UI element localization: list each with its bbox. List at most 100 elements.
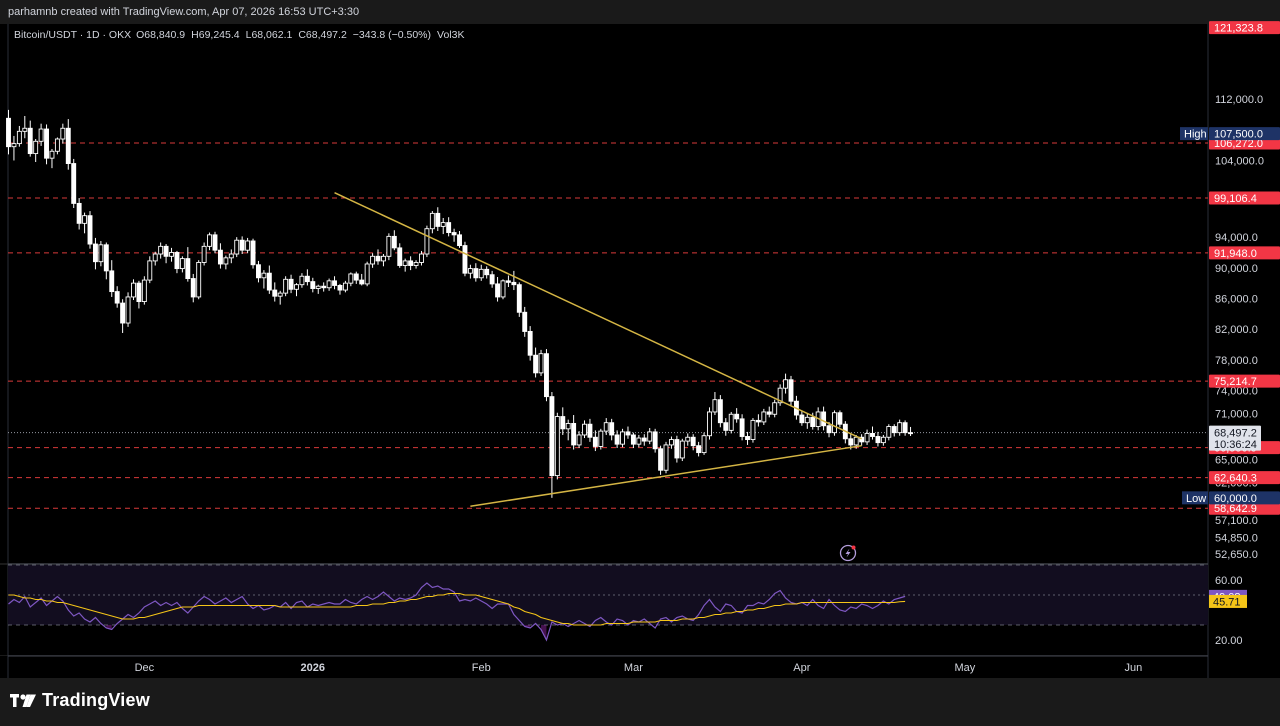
candle-body — [239, 239, 245, 251]
candle-body — [696, 445, 702, 454]
candle-body — [256, 264, 261, 279]
candle-body — [489, 274, 495, 285]
candle — [87, 211, 93, 249]
candle-body — [446, 222, 452, 233]
candle — [609, 418, 615, 441]
candle — [71, 158, 77, 209]
candle-body — [897, 422, 903, 434]
candle-body — [245, 240, 251, 251]
candle-body — [745, 436, 750, 441]
candle-body — [38, 128, 44, 142]
candle-body — [114, 291, 120, 304]
candle — [277, 290, 283, 305]
candle-body — [598, 430, 604, 447]
candle-body — [663, 444, 669, 471]
price-tick-label: 78,000.0 — [1215, 355, 1258, 367]
low-tag-bg — [1182, 491, 1208, 505]
candle — [332, 276, 337, 290]
candle-body — [71, 163, 77, 204]
candle-body — [565, 423, 571, 430]
candle — [745, 431, 750, 445]
candle — [701, 432, 707, 455]
candle — [636, 434, 642, 448]
ohlc-legend: Bitcoin/USDT · 1D · OKX O68,840.9 H69,245.… — [14, 29, 464, 41]
candle-body — [386, 235, 392, 257]
candle — [870, 426, 875, 440]
chart-svg[interactable]: 112,000.0 104,000.0 94,000.0 90,000.0 86,000… — [0, 0, 1280, 678]
price-tick-label: 54,850.0 — [1215, 532, 1258, 544]
candle-body — [22, 127, 28, 132]
candle — [304, 269, 310, 286]
candle-body — [685, 436, 691, 442]
candle — [668, 436, 674, 449]
time-tick-label: Mar — [624, 662, 643, 674]
candle — [11, 135, 17, 161]
candle-body — [158, 245, 164, 255]
candle-body — [223, 257, 229, 265]
candle-body — [272, 289, 278, 297]
candle — [163, 244, 169, 264]
candle-body — [723, 422, 729, 431]
candle-body — [761, 411, 767, 423]
tradingview-brand[interactable]: TradingView — [10, 690, 150, 711]
candles — [6, 109, 913, 498]
candle — [658, 445, 664, 475]
candle — [136, 280, 142, 309]
candle — [679, 438, 685, 462]
last-price-label: 68,497.2 — [1214, 428, 1257, 440]
candle — [478, 264, 484, 281]
candle — [587, 418, 593, 442]
candle-body — [169, 252, 174, 257]
candle-body — [576, 434, 582, 446]
candle-body — [821, 411, 827, 427]
candle — [690, 434, 696, 451]
candle — [489, 270, 495, 288]
candle — [185, 247, 191, 282]
rsi-ma-value-tag-bg — [1209, 594, 1247, 608]
level-tag: 58,642.9 — [1209, 501, 1280, 515]
level-tag-bg — [1209, 191, 1280, 205]
candle-body — [592, 436, 598, 447]
candle-body — [419, 253, 424, 263]
time-axis: Dec 2026 Feb Mar Apr May Jun — [135, 662, 1143, 674]
candle-body — [152, 253, 158, 262]
candle-body — [777, 387, 783, 404]
candle — [821, 406, 827, 431]
candle-body — [462, 245, 468, 274]
candle-body — [478, 268, 484, 279]
candle-body — [315, 285, 321, 289]
candle-body — [16, 130, 22, 145]
candle-body — [826, 425, 832, 434]
candle — [38, 123, 44, 146]
candle — [571, 415, 577, 450]
candle-body — [837, 412, 843, 425]
candle — [114, 286, 120, 308]
candle-body — [647, 431, 653, 442]
legend-item: −343.8 (−0.50%) — [353, 29, 431, 41]
candle-body — [717, 399, 723, 424]
candle-body — [397, 247, 403, 266]
candle — [391, 230, 397, 251]
candle-body — [266, 272, 272, 291]
candle-body — [44, 128, 49, 159]
candle — [717, 395, 723, 428]
candle-body — [234, 239, 240, 255]
candle-body — [864, 432, 870, 443]
candle — [44, 124, 49, 165]
candle-body — [310, 281, 316, 289]
candle-body — [304, 275, 310, 283]
level-tag-label: 75,214.7 — [1214, 376, 1257, 388]
candle-body — [734, 413, 740, 420]
candle — [755, 414, 761, 427]
candle — [728, 411, 734, 434]
low-marker-tag: 60,000.0 — [1209, 491, 1280, 505]
candle-body — [527, 331, 533, 356]
candle-body — [690, 436, 696, 447]
lightning-icon-ring — [839, 544, 857, 562]
price-tick-label: 52,650.0 — [1215, 549, 1258, 561]
rsi-tick-label: 20.00 — [1215, 635, 1243, 647]
candle — [641, 434, 647, 446]
legend-item: Bitcoin/USDT · 1D · OKX — [14, 29, 131, 41]
lightning-icon[interactable] — [839, 544, 857, 562]
